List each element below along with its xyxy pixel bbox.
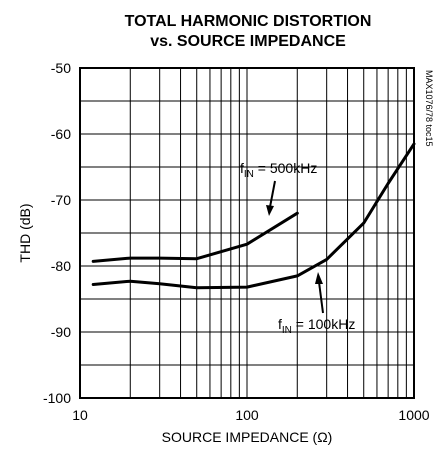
series-label-500khz: fIN = 500kHz — [240, 160, 317, 180]
tick-labels: -100 -90 -80 -70 -60 -50 10 100 1000 — [43, 60, 430, 423]
chart-grid — [80, 68, 414, 398]
series-500khz-arrow-line — [269, 180, 276, 208]
series-group — [91, 142, 416, 290]
series-100khz-arrow-head — [315, 272, 323, 284]
series-line-100khz — [91, 142, 416, 290]
y-tick-label: -50 — [51, 60, 71, 76]
x-axis-label: SOURCE IMPEDANCE (Ω) — [162, 429, 333, 445]
series-100khz-arrow-line — [318, 281, 324, 314]
y-tick-label: -70 — [51, 192, 71, 208]
x-tick-label: 100 — [235, 407, 259, 423]
x-tick-label: 10 — [72, 407, 88, 423]
chart-subtitle: vs. SOURCE IMPEDANCE — [150, 33, 346, 50]
y-tick-label: -80 — [51, 258, 71, 274]
plot-frame — [79, 67, 415, 399]
y-tick-label: -90 — [51, 324, 71, 340]
series-label-100khz: fIN = 100kHz — [278, 316, 355, 336]
y-axis-label: THD (dB) — [17, 203, 33, 262]
chart-side-code: MAX1076/78 toc15 — [424, 70, 433, 147]
chart-title: TOTAL HARMONIC DISTORTION — [125, 13, 372, 30]
series-line-500khz — [91, 211, 299, 263]
y-tick-label: -60 — [51, 126, 71, 142]
series-500khz-arrow-head — [266, 205, 274, 216]
x-tick-label: 1000 — [398, 407, 429, 423]
y-tick-label: -100 — [43, 390, 71, 406]
